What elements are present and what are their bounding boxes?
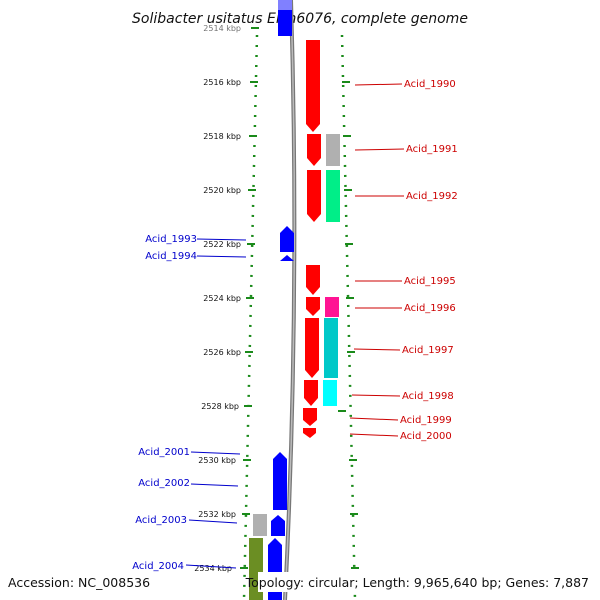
- right-gene-labels: Acid_1990 Acid_1991 Acid_1992 Acid_1995 …: [400, 79, 458, 442]
- leader-acid-2004: [185, 564, 237, 569]
- leader-acid-2002: [190, 483, 239, 487]
- ruler-tick-label: 2524 kbp: [203, 294, 241, 303]
- label-acid-1999[interactable]: Acid_1999: [400, 415, 452, 426]
- label-acid-1990[interactable]: Acid_1990: [404, 79, 456, 90]
- gene-acid-1997-arrow[interactable]: [305, 318, 319, 378]
- ruler-tick-label: 2516 kbp: [203, 78, 241, 87]
- ruler-tick-label: 2520 kbp: [203, 186, 241, 195]
- right-dotted-track: [340, 34, 357, 600]
- ruler-tick-label: 2522 kbp: [203, 240, 241, 249]
- footer-topology-bg: [258, 572, 598, 592]
- gene-acid-1999-arrow[interactable]: [303, 408, 317, 426]
- footer-accession: Accession: NC_008536: [8, 575, 150, 590]
- ruler-tick-label: 2528 kbp: [201, 402, 239, 411]
- leader-acid-2000: [349, 433, 399, 437]
- label-acid-1992[interactable]: Acid_1992: [406, 191, 458, 202]
- leader-acid-1997: [353, 348, 401, 351]
- footer-topology: Topology: circular; Length: 9,965,640 bp…: [245, 575, 589, 590]
- cog-box-acid-1992[interactable]: [326, 170, 340, 222]
- ruler-tick-label: 2526 kbp: [203, 348, 241, 357]
- cog-box-acid-1996[interactable]: [325, 297, 339, 317]
- cog-box-acid-1998[interactable]: [323, 380, 337, 406]
- ruler-tick-label: 2534 kbp: [194, 564, 232, 573]
- ruler-tick-label: 2518 kbp: [203, 132, 241, 141]
- gene-acid-1998-arrow[interactable]: [304, 380, 318, 406]
- leader-acid-1991: [354, 148, 405, 151]
- label-acid-1998[interactable]: Acid_1998: [402, 391, 454, 402]
- gene-acid-1993-arrow[interactable]: [280, 226, 294, 252]
- label-acid-1991[interactable]: Acid_1991: [406, 144, 458, 155]
- ruler-tick-label: 2532 kbp: [198, 510, 236, 519]
- plus-strand-genes: [303, 40, 321, 438]
- gene-acid-1991-arrow[interactable]: [307, 134, 321, 166]
- leader-acid-1993: [196, 238, 247, 241]
- leader-acid-1994: [196, 255, 247, 258]
- label-acid-1995[interactable]: Acid_1995: [404, 276, 456, 287]
- gene-acid-2001-arrow[interactable]: [273, 452, 287, 510]
- label-acid-2003[interactable]: Acid_2003: [135, 515, 187, 526]
- label-acid-1994[interactable]: Acid_1994: [145, 251, 197, 262]
- ruler-tick-label: 2514 kbp: [203, 24, 241, 33]
- cog-box-acid-1997[interactable]: [324, 318, 338, 378]
- label-acid-1996[interactable]: Acid_1996: [404, 303, 456, 314]
- ruler: 2514 kbp 2516 kbp 2518 kbp 2520 kbp 2522…: [194, 24, 359, 573]
- map-title: Solibacter usitatus Ellin6076, complete …: [132, 11, 468, 27]
- gene-acid-1992-arrow[interactable]: [307, 170, 321, 222]
- gene-acid-2000-arrow[interactable]: [303, 428, 316, 438]
- label-acid-2004[interactable]: Acid_2004: [132, 561, 184, 572]
- leader-acid-2001: [190, 451, 241, 455]
- gene-acid-1996-arrow[interactable]: [306, 297, 320, 316]
- label-leaders: [185, 83, 405, 569]
- leader-acid-2003: [188, 519, 238, 524]
- leader-acid-1998: [351, 394, 401, 397]
- cog-category-track: [249, 134, 340, 600]
- label-acid-2001[interactable]: Acid_2001: [138, 447, 190, 458]
- left-gene-labels: Acid_1993 Acid_1994 Acid_2001 Acid_2002 …: [132, 234, 197, 572]
- cog-box-acid-1991[interactable]: [326, 134, 340, 166]
- cog-box-acid-2003[interactable]: [253, 514, 267, 536]
- label-acid-2002[interactable]: Acid_2002: [138, 478, 190, 489]
- genome-backbone-highlight: [284, 0, 296, 600]
- gene-minus-strand-highlight: [278, 0, 292, 10]
- gene-acid-2002-arrow[interactable]: [271, 515, 285, 536]
- leader-acid-1990: [354, 83, 403, 86]
- gene-acid-1994-arrow[interactable]: [280, 255, 294, 261]
- leader-acid-1999: [349, 417, 399, 421]
- gene-acid-1995-arrow[interactable]: [306, 265, 320, 295]
- label-acid-1997[interactable]: Acid_1997: [402, 345, 454, 356]
- ruler-tick-label: 2530 kbp: [198, 456, 236, 465]
- label-acid-1993[interactable]: Acid_1993: [145, 234, 197, 245]
- left-dotted-track: [242, 34, 259, 600]
- gene-acid-1990-arrow[interactable]: [306, 40, 320, 132]
- label-acid-2000[interactable]: Acid_2000: [400, 431, 452, 442]
